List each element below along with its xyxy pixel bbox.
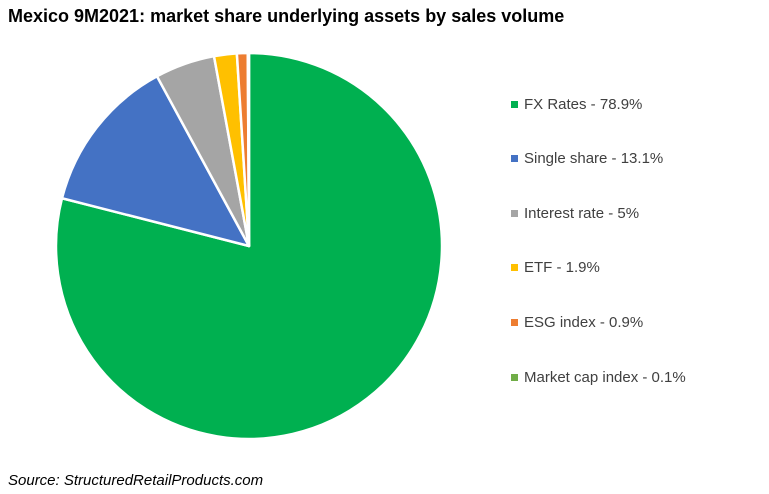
- legend-label: Interest rate - 5%: [524, 204, 640, 222]
- legend-item: Market cap index - 0.1%: [511, 366, 686, 388]
- legend-swatch: [511, 373, 518, 381]
- pie-slice-2: [60, 75, 251, 248]
- legend-swatch: [511, 155, 518, 163]
- chart-title: Mexico 9M2021: market share underlying a…: [8, 6, 565, 26]
- legend-label: FX Rates - 78.9%: [524, 95, 643, 113]
- pie-slice-1: [54, 51, 444, 441]
- pie-slice-6: [246, 51, 251, 248]
- legend-swatch: [511, 209, 518, 217]
- legend-item: ESG index - 0.9%: [511, 311, 643, 333]
- legend-label: Market cap index - 0.1%: [524, 368, 686, 386]
- legend-item: FX Rates - 78.9%: [511, 93, 642, 115]
- pie-slices: [54, 51, 444, 441]
- legend-swatch: [511, 100, 518, 108]
- legend-label: ETF - 1.9%: [524, 259, 600, 277]
- legend-swatch: [511, 264, 518, 272]
- legend-item: Single share - 13.1%: [511, 148, 663, 170]
- legend-item: Interest rate - 5%: [511, 202, 639, 224]
- legend-label: Single share - 13.1%: [524, 150, 664, 168]
- legend-item: ETF - 1.9%: [511, 257, 600, 279]
- legend-swatch: [511, 318, 518, 326]
- source-note: Source: StructuredRetailProducts.com: [8, 472, 264, 489]
- legend-label: ESG index - 0.9%: [524, 313, 644, 331]
